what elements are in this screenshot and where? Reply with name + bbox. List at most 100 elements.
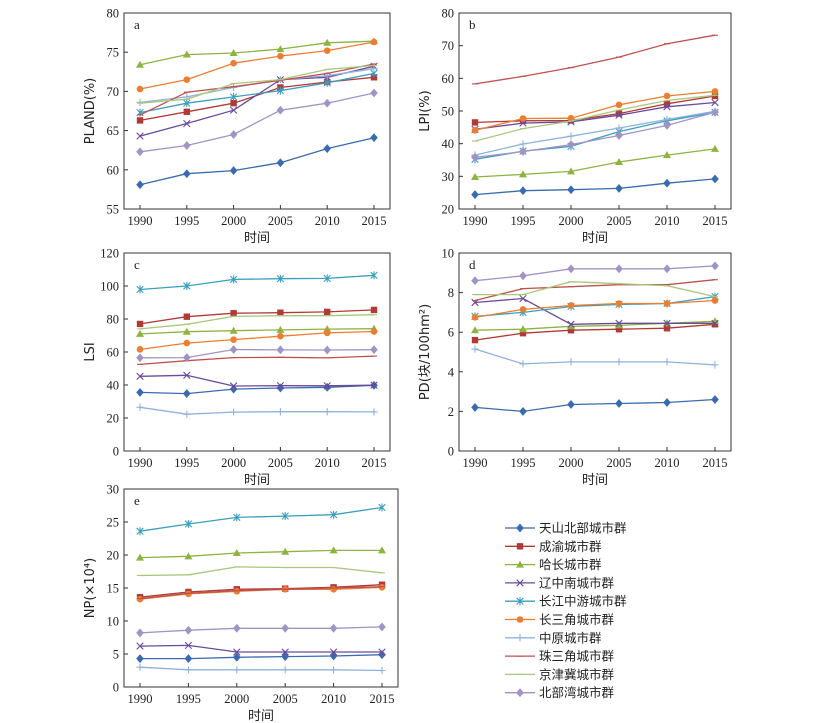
series-line: [139, 626, 383, 634]
panel-c: 0 20 40 60 80 100 120 1990 1995 2000 2005 2010 2015 时…: [83, 247, 391, 488]
data-point: [323, 382, 331, 390]
data-point: [330, 666, 338, 674]
x-tick-label: 2010: [321, 692, 346, 706]
data-point: [182, 353, 191, 363]
data-point: [663, 397, 671, 407]
y-tick-label: 70: [442, 39, 455, 53]
data-point: [183, 313, 190, 320]
data-point: [370, 65, 378, 73]
series-square: [471, 92, 719, 126]
data-point: [711, 88, 719, 95]
legend-label: 京津冀城市群: [539, 667, 615, 682]
data-point: [615, 157, 623, 165]
y-tick-label: 20: [442, 203, 455, 217]
data-point: [230, 59, 237, 67]
y-tick-label: 60: [107, 346, 120, 360]
series-circle: [136, 328, 378, 353]
data-point: [136, 320, 144, 328]
legend-label: 天山北部城市群: [539, 521, 627, 536]
data-point: [615, 183, 623, 193]
data-point: [329, 510, 338, 519]
legend-marker: [516, 543, 524, 550]
data-point: [136, 353, 144, 363]
series-circle: [136, 38, 378, 93]
data-point: [136, 372, 144, 380]
data-point: [519, 115, 527, 122]
legend: 天山北部城市群成渝城市群哈长城市群辽中南城市群长江中游城市群长三角城市群中原城市…: [505, 521, 627, 700]
legend-marker: [516, 634, 524, 642]
data-point: [663, 151, 671, 159]
series-x: [136, 62, 378, 140]
data-point: [276, 274, 285, 283]
data-point: [323, 98, 332, 108]
data-point: [567, 320, 575, 328]
data-point: [519, 406, 527, 416]
data-point: [663, 300, 671, 307]
x-tick-label: 2005: [607, 456, 632, 470]
series-line: [139, 309, 375, 325]
series-dash: [137, 314, 377, 330]
data-point: [471, 314, 479, 321]
y-tick-label: 10: [107, 615, 120, 629]
data-point: [471, 172, 479, 180]
series-square: [136, 581, 386, 601]
y-tick-label: 80: [107, 7, 120, 21]
series-triangle: [136, 37, 378, 68]
series-line: [139, 584, 383, 598]
data-point: [233, 648, 241, 656]
data-point: [711, 395, 719, 405]
legend-marker: [516, 560, 524, 568]
data-point: [370, 381, 378, 389]
y-axis-label: NP(×10⁴): [83, 558, 98, 618]
series-diamond: [471, 261, 719, 286]
panel-e: 0 5 10 15 20 25 30 1990 1995 2000 2005 2010 2015 时间 NP…: [83, 483, 399, 723]
legend-item: 中原城市群: [505, 630, 602, 645]
data-point: [329, 648, 338, 656]
data-point: [370, 306, 378, 314]
data-point: [471, 119, 479, 126]
y-tick-label: 0: [113, 681, 119, 695]
x-axis-label: 时间: [248, 709, 274, 723]
x-tick-label: 2000: [559, 214, 584, 228]
series-triangle: [136, 546, 386, 561]
data-point: [378, 546, 386, 554]
data-point: [519, 146, 527, 157]
y-axis-label: PD(块/100hm²): [418, 304, 433, 400]
data-point: [230, 310, 237, 317]
y-tick-label: 2: [448, 405, 454, 419]
data-point: [232, 623, 241, 633]
data-point: [229, 382, 238, 390]
data-point: [281, 652, 290, 662]
panel-b: 20 30 40 50 60 70 80 1990 1995 2000 2005 2010 2015 时间…: [418, 7, 732, 246]
series-line: [139, 63, 375, 116]
data-point: [330, 586, 337, 593]
series-dash: [472, 94, 718, 142]
legend-label: 辽中南城市群: [539, 575, 615, 590]
series-line: [140, 654, 383, 660]
series-line: [139, 666, 383, 672]
series-line: [139, 64, 375, 104]
data-point: [567, 167, 575, 175]
series-triangle: [471, 317, 719, 334]
y-tick-label: 25: [107, 516, 120, 530]
data-point: [519, 186, 527, 196]
data-point: [281, 666, 289, 674]
plot-frame: [458, 252, 732, 452]
data-point: [230, 408, 238, 416]
data-point: [663, 103, 671, 111]
y-tick-label: 10: [442, 247, 455, 261]
series-dash: [137, 586, 385, 600]
y-tick-label: 0: [448, 445, 454, 459]
series-line: [139, 506, 383, 532]
series-line: [139, 41, 375, 90]
data-point: [519, 271, 527, 281]
data-point: [136, 595, 144, 603]
data-point: [615, 264, 623, 274]
series-line: [139, 586, 383, 600]
x-tick-label: 2010: [655, 456, 680, 470]
x-tick-label: 1995: [174, 214, 199, 228]
data-point: [136, 285, 144, 294]
data-point: [615, 321, 623, 329]
panel-letter: a: [134, 17, 140, 32]
panel-a: 55 60 65 70 75 80 1990 1995 2000 2005 2010 2015 时间 PL…: [83, 7, 391, 246]
